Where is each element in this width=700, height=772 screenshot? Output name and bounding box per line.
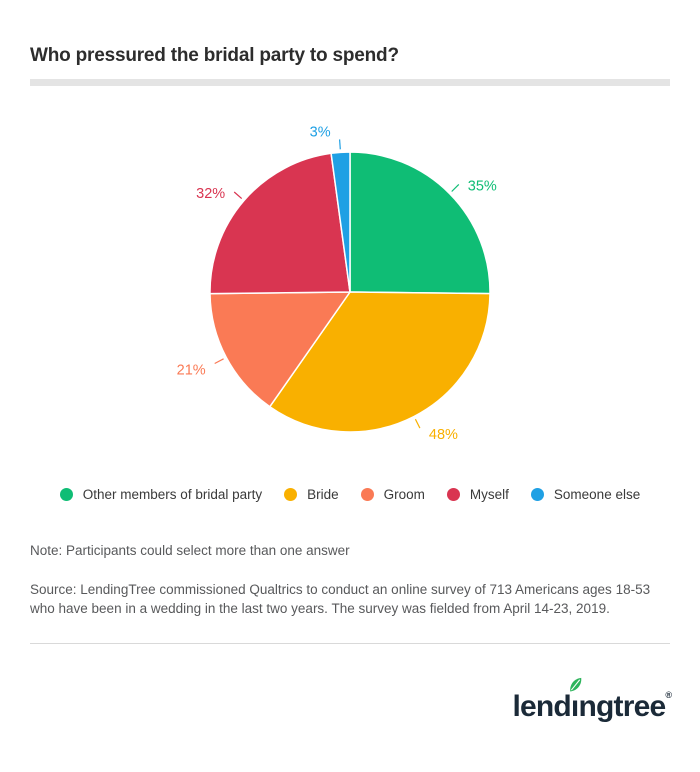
label-leader-line-someone-else: [339, 139, 341, 150]
legend-color-dot-other-members-of-bridal-party: [59, 488, 73, 501]
pie-slice-bride: [269, 291, 491, 433]
source-text: Source: LendingTree commissioned Qualtri…: [30, 582, 651, 616]
bottom-divider: [30, 643, 670, 644]
pie-value-label-someone-else: 3%: [310, 124, 331, 140]
legend-label-groom: Groom: [383, 487, 425, 502]
pie-slice-someone-else: [330, 151, 351, 293]
page-title: Who pressured the bridal party to spend?: [30, 45, 399, 66]
registered-trademark-mark: ®: [665, 690, 672, 700]
legend-item-other-members-of-bridal-party: Other members of bridal party: [59, 487, 263, 502]
legend-label-bride: Bride: [307, 487, 339, 502]
pie-chart: 35% 48% 21% 32% 3%: [177, 124, 497, 443]
note-text: Note: Participants could select more tha…: [30, 543, 350, 558]
legend-item-groom: Groom: [360, 487, 425, 502]
legend-color-dot-myself: [446, 488, 460, 501]
label-leader-line-groom: [214, 358, 224, 365]
pie-value-label-other-members-of-bridal-party: 35%: [468, 178, 497, 194]
lendingtree-wordmark-post: ngtree: [578, 690, 666, 723]
title-underline-bar: [30, 79, 670, 86]
pie-value-label-groom: 21%: [177, 363, 206, 379]
leaf-vein: [570, 679, 581, 691]
leaf-icon: [570, 677, 582, 692]
legend-item-myself: Myself: [446, 487, 509, 502]
pie-value-label-myself: 32%: [196, 186, 225, 202]
label-leader-line-bride: [414, 418, 421, 429]
logo-letter-i-glyph: ı: [570, 690, 579, 723]
chart-legend: Other members of bridal party Bride Groom M…: [0, 487, 700, 502]
legend-color-dot-someone-else: [530, 488, 544, 501]
pie-slice-other-members-of-bridal-party: [349, 151, 491, 295]
label-leader-line-myself: [233, 191, 243, 200]
lendingtree-wordmark-pre: lend: [512, 690, 571, 723]
legend-label-myself: Myself: [469, 487, 509, 502]
legend-item-bride: Bride: [284, 487, 339, 502]
pie-slice-groom: [209, 291, 351, 408]
legend-color-dot-bride: [284, 488, 298, 501]
logo-letter-i: ı: [570, 677, 582, 724]
label-leader-line-other-members-of-bridal-party: [451, 183, 460, 192]
legend-label-someone-else: Someone else: [553, 487, 641, 502]
pie-value-label-bride: 48%: [429, 427, 458, 443]
logo-row: lendı ngtree®: [0, 677, 672, 724]
lendingtree-logo: lendı ngtree®: [512, 677, 672, 724]
pie-slice-myself: [209, 152, 351, 295]
legend-label-other-members-of-bridal-party: Other members of bridal party: [82, 487, 263, 502]
legend-item-someone-else: Someone else: [530, 487, 641, 502]
legend-color-dot-groom: [360, 488, 374, 501]
infographic-page: Who pressured the bridal party to spend?…: [0, 45, 700, 772]
